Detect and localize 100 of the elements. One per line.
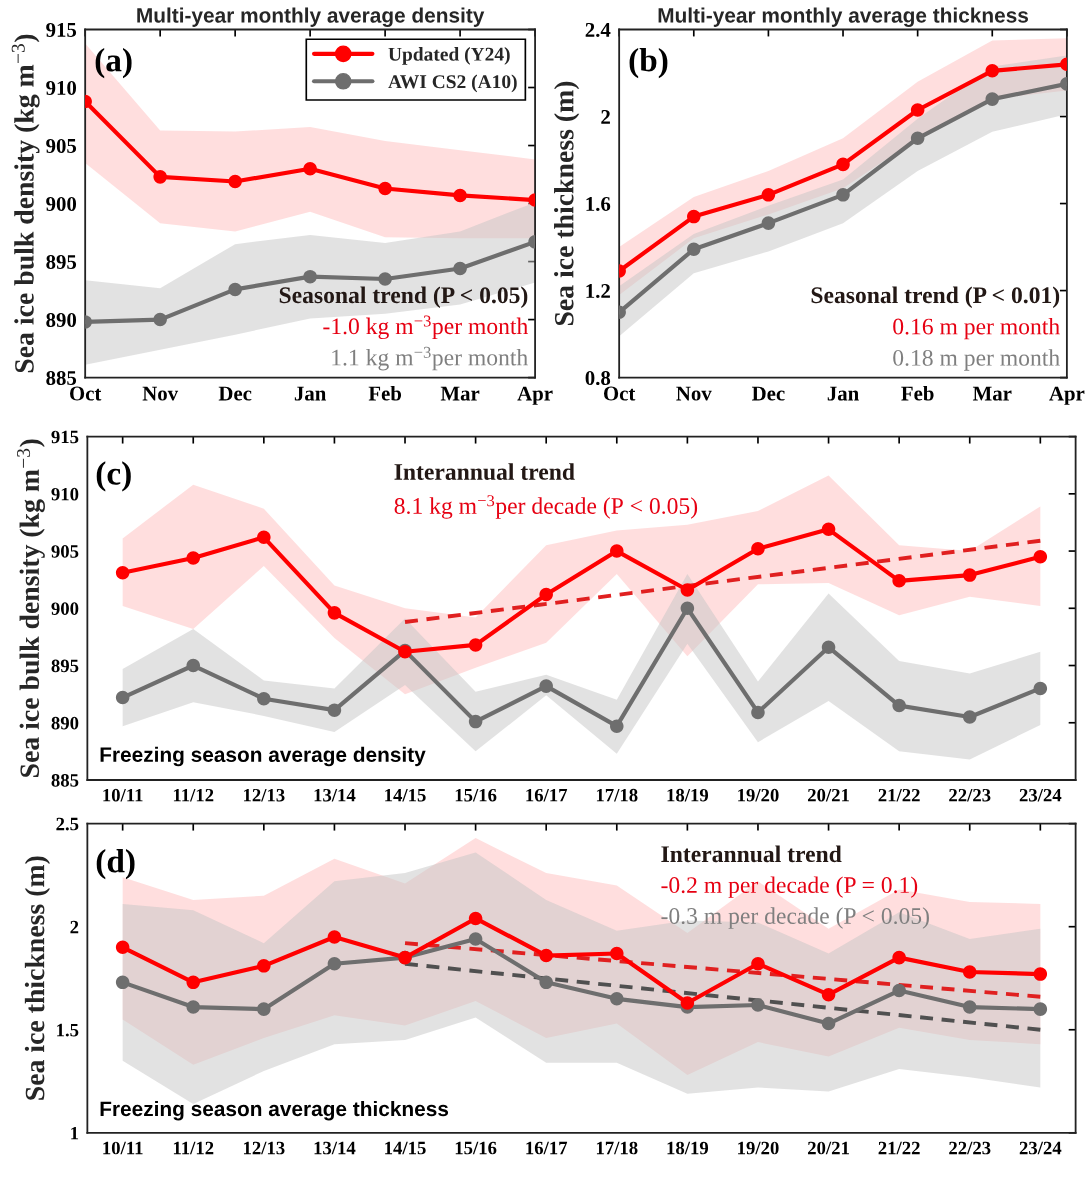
annotation: Interannual trend [661, 845, 842, 863]
point [257, 1002, 271, 1016]
point [327, 606, 342, 620]
point [836, 157, 850, 172]
point [751, 957, 765, 971]
y-axis-title: Sea ice thickness (m) [554, 81, 580, 326]
point [892, 950, 906, 965]
x-tick-label: 18/19 [667, 1141, 709, 1155]
x-tick-label: 14/15 [385, 1141, 426, 1155]
point [680, 601, 695, 616]
y-tick-label: 885 [51, 774, 79, 787]
point [610, 992, 624, 1006]
y-tick-label: 900 [46, 196, 77, 211]
x-tick-label: Nov [676, 386, 712, 401]
y-tick-label: 895 [51, 659, 79, 673]
x-tick-label: Apr [517, 386, 553, 405]
legend-label: AWI CS2 (A10) [388, 74, 517, 93]
point [962, 710, 977, 724]
annotation: Seasonal trend (P < 0.05) [279, 286, 528, 308]
point [751, 705, 765, 720]
point [761, 188, 776, 202]
point [892, 698, 906, 713]
chart-title: Multi-year monthly average thickness [658, 7, 1029, 27]
point [985, 92, 1000, 106]
x-tick-label: 20/21 [807, 788, 849, 802]
x-tick-label: 12/13 [243, 1141, 285, 1155]
point [962, 1000, 977, 1014]
x-tick-label: 21/22 [878, 1141, 920, 1155]
point [468, 932, 483, 946]
x-tick-label: 11/12 [173, 788, 214, 802]
annotation: (d) [96, 849, 135, 880]
y-tick-label: 2 [601, 109, 610, 124]
x-tick-label: 18/19 [667, 788, 709, 802]
x-tick-label: 20/21 [807, 1141, 849, 1155]
point [539, 587, 553, 602]
x-tick-label: 23/24 [1019, 1141, 1062, 1155]
point [153, 170, 167, 184]
point [539, 679, 553, 693]
point [453, 188, 467, 203]
y-tick-label: 905 [46, 138, 77, 153]
point [186, 975, 201, 990]
y-tick-label: 885 [46, 370, 77, 386]
point [821, 640, 836, 654]
x-tick-label: 19/20 [738, 1141, 779, 1155]
x-tick-label: 15/16 [455, 1141, 497, 1155]
y-tick-label: 910 [46, 80, 77, 95]
point [610, 544, 624, 558]
point [751, 542, 765, 556]
x-tick-label: Apr [1049, 386, 1085, 405]
x-tick-label: Feb [901, 385, 934, 401]
y-tick-label: 900 [51, 602, 79, 615]
y-tick-label: 915 [51, 430, 79, 444]
point [910, 103, 925, 117]
x-tick-label: 16/17 [526, 1141, 568, 1155]
x-tick-label: 17/18 [596, 788, 638, 802]
chart-title: Multi-year monthly average density [137, 7, 485, 27]
x-tick-label: 11/12 [173, 1141, 214, 1155]
point [186, 658, 201, 673]
point [327, 957, 342, 971]
point [1033, 1002, 1048, 1016]
annotation: 8.1 kg m$^{−3}$per decade (P < 0.05) [394, 495, 698, 519]
x-tick-label: 14/15 [385, 788, 426, 802]
point [680, 583, 695, 597]
y-axis-title: Sea ice bulk density (kg m$^{−3}$) [11, 34, 40, 373]
x-tick-label: Jan [294, 386, 327, 401]
y-tick-label: 2.4 [585, 22, 611, 38]
y-tick-label: 1.5 [57, 1023, 79, 1037]
point [1033, 550, 1048, 564]
annotation: Seasonal trend (P < 0.01) [811, 286, 1060, 308]
x-tick-label: 17/18 [596, 1141, 638, 1155]
point [539, 975, 553, 990]
x-tick-label: Mar [440, 386, 480, 401]
x-tick-label: 10/11 [103, 788, 143, 802]
point [821, 1016, 836, 1031]
x-tick-label: 13/14 [314, 788, 356, 802]
x-tick-label: 23/24 [1019, 788, 1062, 802]
x-tick-label: 22/23 [949, 788, 991, 802]
point [468, 638, 483, 652]
y-tick-label: 2 [70, 920, 79, 934]
point [751, 998, 765, 1012]
point [836, 188, 850, 202]
annotation: Freezing season average thickness [100, 1100, 449, 1121]
y-tick-label: 890 [51, 716, 79, 730]
point [985, 64, 1000, 78]
legend-label: Updated (Y24) [388, 47, 510, 65]
point [153, 312, 167, 327]
point [610, 719, 624, 733]
annotation: 0.18 m per month [893, 349, 1060, 371]
annotation: (c) [96, 461, 131, 492]
point [962, 965, 977, 979]
point [680, 996, 695, 1010]
x-tick-label: 13/14 [314, 1141, 356, 1155]
y-axis-title: Sea ice bulk density (kg m$^{−3}$) [17, 439, 45, 777]
point [962, 568, 977, 582]
annotation: (a) [95, 48, 132, 79]
annotation: -0.2 m per decade (P = 0.1) [661, 876, 918, 898]
annotation: 0.16 m per month [893, 317, 1060, 340]
point [687, 242, 701, 257]
point [761, 216, 776, 230]
annotation: Freezing season average density [100, 746, 426, 767]
